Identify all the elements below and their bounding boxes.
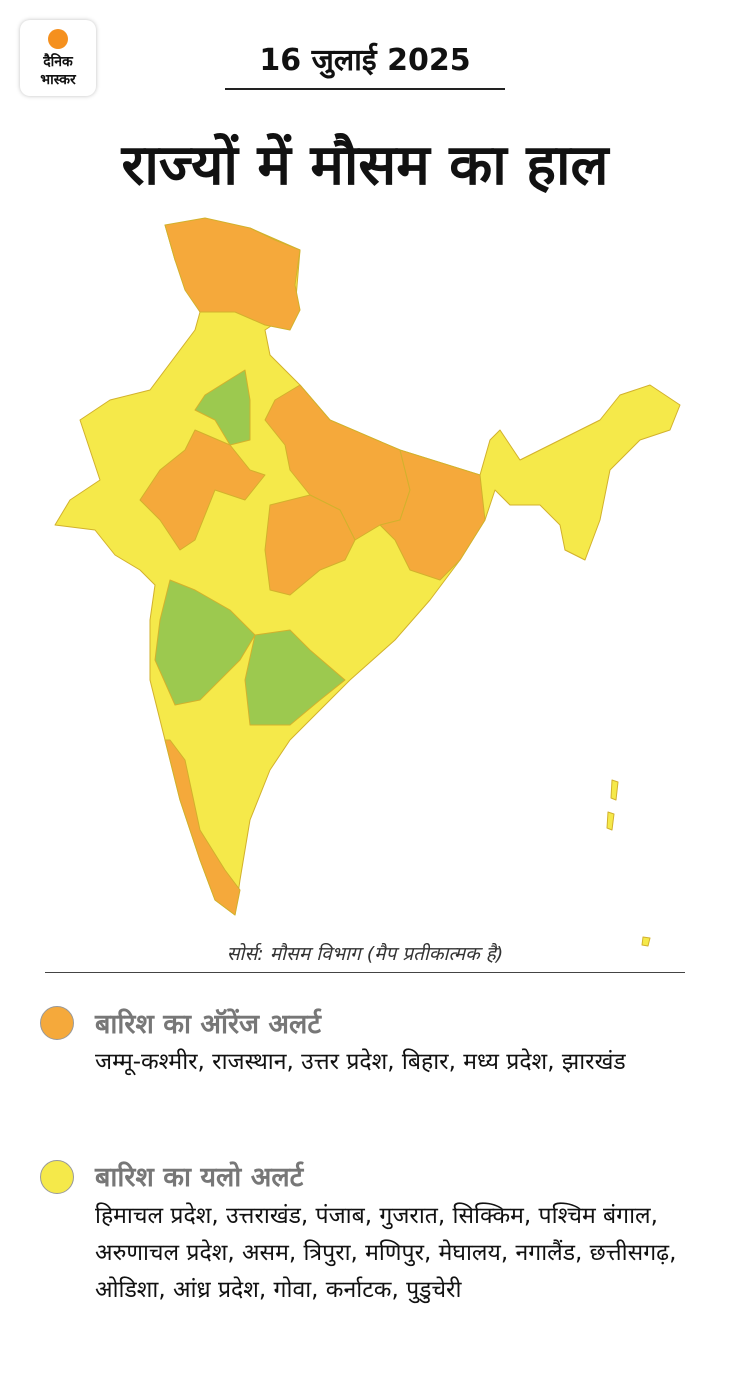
legend-states: हिमाचल प्रदेश, उत्तराखंड, पंजाब, गुजरात,… xyxy=(95,1203,677,1303)
island xyxy=(610,779,619,801)
region-orange xyxy=(164,217,301,331)
region-orange xyxy=(139,429,266,551)
region-orange xyxy=(379,449,486,581)
legend-title: बारिश का यलो अलर्ट xyxy=(95,1162,304,1193)
region-yellow xyxy=(54,224,681,916)
legend-title: बारिश का ऑरेंज अलर्ट xyxy=(95,1009,321,1040)
region-green xyxy=(154,579,256,706)
region-orange xyxy=(264,494,356,596)
region-green xyxy=(194,369,251,446)
region-orange xyxy=(164,739,241,916)
legend-dot xyxy=(40,1160,74,1194)
map xyxy=(54,217,681,947)
logo-text: भास्कर xyxy=(40,72,76,88)
date: 16 जुलाई 2025 xyxy=(259,43,471,78)
region-green xyxy=(244,629,346,726)
legend-states: जम्मू-कश्मीर, राजस्थान, उत्तर प्रदेश, बि… xyxy=(95,1049,626,1075)
divider xyxy=(45,972,685,973)
source: सोर्स: मौसम विभाग (मैप प्रतीकात्मक है) xyxy=(226,943,504,965)
legend-dot xyxy=(40,1006,74,1040)
logo: दैनिक भास्कर xyxy=(20,20,96,96)
logo-dot xyxy=(48,29,68,49)
logo-text: दैनिक xyxy=(43,54,73,70)
title: राज्यों में मौसम का हाल xyxy=(121,133,609,198)
island xyxy=(641,936,651,947)
divider xyxy=(225,88,505,90)
island xyxy=(606,811,615,831)
